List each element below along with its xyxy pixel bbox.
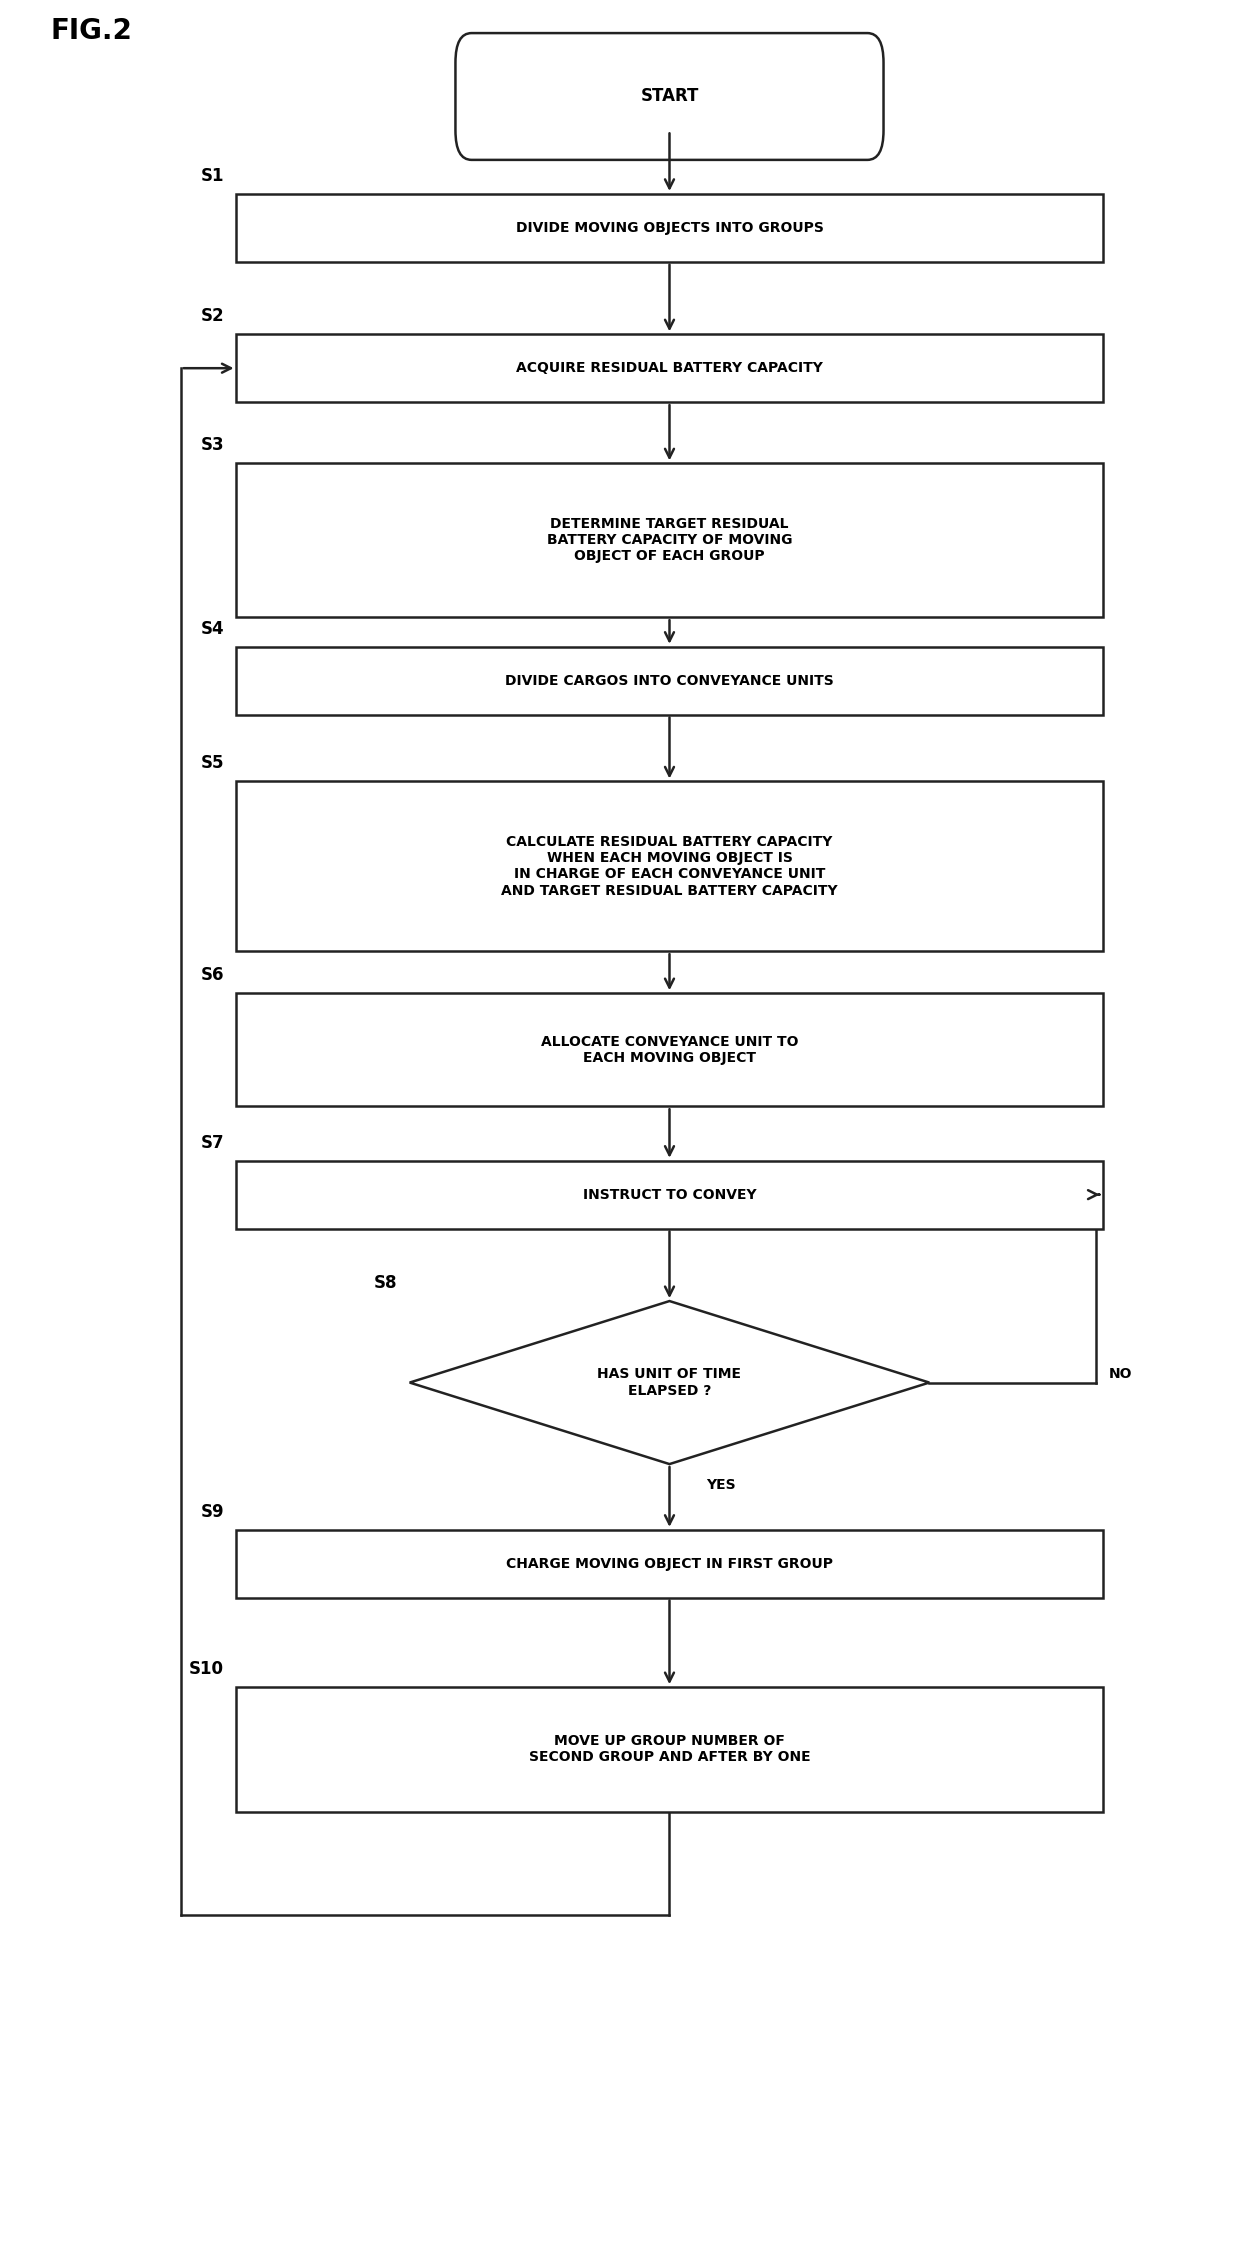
- Text: YES: YES: [707, 1478, 737, 1492]
- Bar: [237, 462, 1102, 617]
- Text: S10: S10: [188, 1659, 224, 1678]
- Bar: [237, 1161, 1102, 1229]
- Text: S6: S6: [201, 966, 224, 984]
- Text: MOVE UP GROUP NUMBER OF
SECOND GROUP AND AFTER BY ONE: MOVE UP GROUP NUMBER OF SECOND GROUP AND…: [528, 1734, 810, 1764]
- Text: ALLOCATE CONVEYANCE UNIT TO
EACH MOVING OBJECT: ALLOCATE CONVEYANCE UNIT TO EACH MOVING …: [541, 1034, 799, 1065]
- Text: S2: S2: [201, 306, 224, 324]
- Text: ACQUIRE RESIDUAL BATTERY CAPACITY: ACQUIRE RESIDUAL BATTERY CAPACITY: [516, 360, 823, 376]
- Text: S3: S3: [201, 435, 224, 453]
- Text: S1: S1: [201, 168, 224, 186]
- Bar: [237, 782, 1102, 952]
- Text: INSTRUCT TO CONVEY: INSTRUCT TO CONVEY: [583, 1188, 756, 1202]
- Text: S4: S4: [201, 619, 224, 637]
- Bar: [237, 1687, 1102, 1811]
- Text: NO: NO: [1109, 1367, 1132, 1381]
- Text: DETERMINE TARGET RESIDUAL
BATTERY CAPACITY OF MOVING
OBJECT OF EACH GROUP: DETERMINE TARGET RESIDUAL BATTERY CAPACI…: [547, 517, 792, 564]
- Text: S8: S8: [373, 1274, 397, 1292]
- Polygon shape: [409, 1301, 929, 1464]
- Bar: [237, 646, 1102, 714]
- Bar: [237, 993, 1102, 1106]
- Text: S5: S5: [201, 755, 224, 773]
- Text: S9: S9: [201, 1503, 224, 1521]
- Bar: [237, 1530, 1102, 1598]
- Text: CALCULATE RESIDUAL BATTERY CAPACITY
WHEN EACH MOVING OBJECT IS
IN CHARGE OF EACH: CALCULATE RESIDUAL BATTERY CAPACITY WHEN…: [501, 834, 838, 898]
- Text: S7: S7: [201, 1134, 224, 1152]
- Bar: [237, 333, 1102, 401]
- FancyBboxPatch shape: [455, 34, 884, 161]
- Text: DIVIDE CARGOS INTO CONVEYANCE UNITS: DIVIDE CARGOS INTO CONVEYANCE UNITS: [505, 673, 833, 687]
- Bar: [237, 195, 1102, 261]
- Text: HAS UNIT OF TIME
ELAPSED ?: HAS UNIT OF TIME ELAPSED ?: [598, 1367, 742, 1399]
- Text: CHARGE MOVING OBJECT IN FIRST GROUP: CHARGE MOVING OBJECT IN FIRST GROUP: [506, 1557, 833, 1571]
- Text: DIVIDE MOVING OBJECTS INTO GROUPS: DIVIDE MOVING OBJECTS INTO GROUPS: [516, 220, 823, 236]
- Text: FIG.2: FIG.2: [51, 18, 133, 45]
- Text: START: START: [640, 88, 698, 107]
